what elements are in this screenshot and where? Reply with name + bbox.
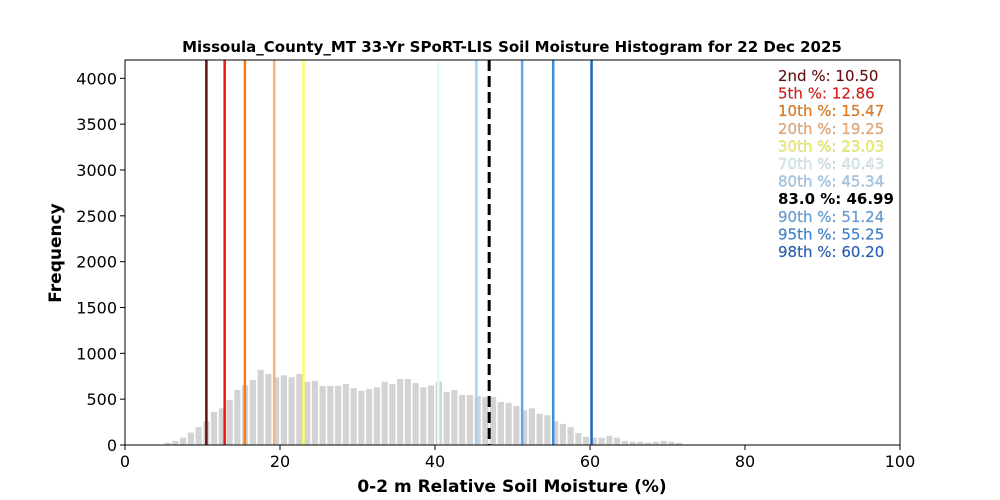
histogram-bar (544, 415, 551, 445)
histogram-bar (505, 402, 512, 445)
y-tick-label: 500 (86, 390, 117, 409)
histogram-bar (280, 375, 287, 445)
y-tick-label: 1500 (76, 299, 117, 318)
histogram-bar (211, 412, 218, 445)
histogram-bar (389, 384, 396, 445)
x-tick-label: 20 (270, 452, 290, 471)
y-tick-label: 3000 (76, 161, 117, 180)
histogram-bar (451, 390, 458, 445)
histogram-bar (187, 432, 194, 445)
histogram-bar (381, 381, 388, 445)
histogram-bar (614, 437, 621, 445)
histogram-bar (590, 437, 597, 445)
chart-title: Missoula_County_MT 33-Yr SPoRT-LIS Soil … (182, 38, 842, 56)
histogram-bar (195, 427, 202, 445)
legend-entry: 80th %: 45.34 (778, 173, 884, 191)
histogram-bar (482, 396, 489, 445)
histogram-bar (443, 391, 450, 445)
histogram-bar (420, 387, 427, 445)
x-tick-label: 40 (425, 452, 445, 471)
y-tick-label: 2500 (76, 207, 117, 226)
y-tick-label: 0 (107, 436, 117, 455)
x-tick-label: 80 (735, 452, 755, 471)
legend-entry: 90th %: 51.24 (778, 208, 884, 226)
histogram-bar (366, 389, 373, 445)
histogram-bar (490, 396, 497, 445)
histogram-bar (265, 373, 272, 445)
histogram-bar (218, 408, 225, 445)
histogram-bar (412, 383, 419, 445)
histogram-bar (296, 373, 303, 445)
histogram-bar (521, 410, 528, 445)
y-tick-label: 4000 (76, 69, 117, 88)
legend-entry: 2nd %: 10.50 (778, 67, 878, 85)
x-tick-label: 0 (120, 452, 130, 471)
y-tick-label: 3500 (76, 115, 117, 134)
histogram-bar (497, 401, 504, 445)
histogram-bar (567, 427, 574, 445)
histogram-bar (327, 385, 334, 445)
histogram-bar (428, 385, 435, 445)
histogram-bar (257, 369, 264, 445)
histogram-bar (288, 377, 295, 445)
histogram-bar (668, 441, 675, 445)
histogram-bar (645, 442, 652, 445)
histogram-bar (373, 387, 380, 445)
histogram-bar (404, 379, 411, 445)
histogram-bar (676, 442, 683, 445)
histogram-bar (335, 385, 342, 445)
histogram-bar (304, 381, 311, 445)
histogram-bar (606, 435, 613, 445)
legend-entry: 5th %: 12.86 (778, 85, 875, 103)
y-tick-label: 1000 (76, 344, 117, 363)
histogram-bar (397, 379, 404, 445)
legend-entry: 30th %: 23.03 (778, 137, 884, 155)
x-tick-label: 100 (885, 452, 916, 471)
histogram-bar (459, 395, 466, 445)
histogram-bar (319, 385, 326, 445)
histogram-bar (273, 377, 280, 445)
histogram-bar (466, 395, 473, 445)
histogram-bar (621, 440, 628, 445)
legend-entry: 20th %: 19.25 (778, 120, 884, 138)
y-tick-label: 2000 (76, 253, 117, 272)
legend-entry: 95th %: 55.25 (778, 225, 884, 243)
histogram-bar (226, 400, 233, 445)
histogram-bar (180, 437, 187, 445)
histogram-bar (583, 436, 590, 445)
histogram-bar (637, 441, 644, 445)
histogram-bar (234, 390, 241, 445)
histogram-bar (172, 440, 179, 445)
histogram-bar (652, 441, 659, 445)
histogram-bar (575, 433, 582, 445)
histogram-bar (552, 421, 559, 445)
histogram-bar (559, 423, 566, 445)
legend-entry: 70th %: 40.43 (778, 155, 884, 173)
x-axis-label: 0-2 m Relative Soil Moisture (%) (357, 477, 666, 497)
histogram-bar (311, 380, 318, 445)
histogram-bar (660, 440, 667, 445)
histogram-bar (350, 388, 357, 445)
y-axis-label: Frequency (46, 203, 66, 303)
x-tick-label: 60 (580, 452, 600, 471)
histogram-bar (342, 384, 349, 445)
histogram-bar (598, 437, 605, 445)
plot-frame (124, 59, 901, 446)
legend-entry: 83.0 %: 46.99 (778, 190, 894, 208)
histogram-bar (164, 442, 171, 445)
histogram-bar (513, 406, 520, 445)
histogram-bar (536, 413, 543, 445)
histogram-bar (358, 390, 365, 445)
histogram-bar (528, 408, 535, 445)
legend-entry: 10th %: 15.47 (778, 102, 884, 120)
histogram-bar (629, 441, 636, 445)
legend-entry: 98th %: 60.20 (778, 243, 884, 261)
histogram-bar (249, 379, 256, 445)
